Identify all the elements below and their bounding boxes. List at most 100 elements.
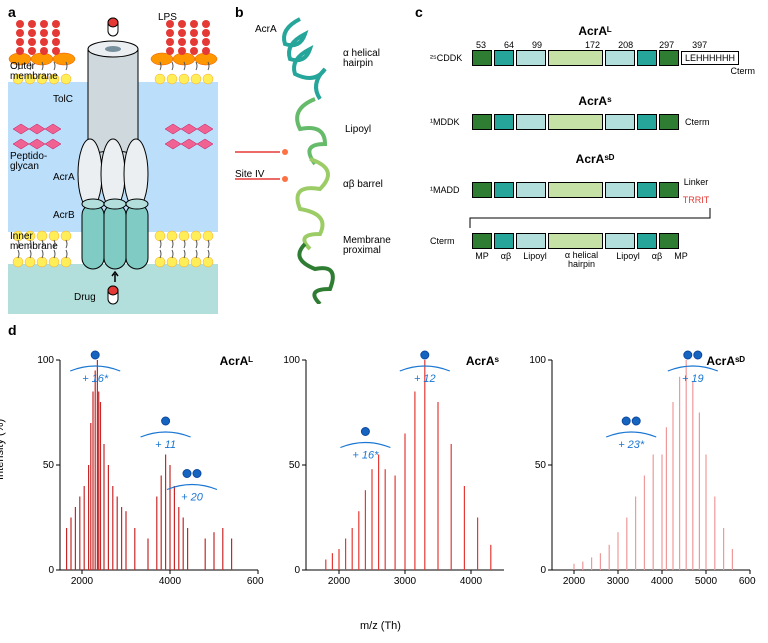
svg-text:AcrAˢᴰ: AcrAˢᴰ [706, 354, 745, 368]
hairpin-box [548, 114, 603, 130]
svg-text:0: 0 [48, 565, 54, 576]
res-297: 297 [659, 40, 674, 50]
svg-text:50: 50 [43, 460, 55, 471]
nterm-sd: ¹MADD [430, 185, 470, 195]
svg-text:5000: 5000 [695, 576, 718, 587]
lipoyl-box [516, 233, 546, 249]
linker-seq: TRRIT [683, 195, 710, 205]
res-397: 397 [692, 40, 707, 50]
acra-b-label: AcrA [255, 24, 277, 35]
svg-text:4000: 4000 [651, 576, 674, 587]
res-172: 172 [585, 40, 600, 50]
ab-box2 [637, 182, 657, 198]
svg-text:4000: 4000 [460, 576, 483, 587]
res-99: 99 [532, 40, 542, 50]
dl-mp: MP [472, 251, 492, 269]
panel-c-label: c [415, 4, 423, 20]
ab-box2 [637, 114, 657, 130]
mp-box2 [659, 182, 679, 198]
his-tag: LEHHHHHH [681, 51, 739, 65]
panel-b-label: b [235, 4, 244, 20]
ab-barrel-label: αβ barrel [343, 179, 383, 190]
lipoyl-box2 [605, 114, 635, 130]
pg-label: Peptido-glycan [10, 152, 47, 172]
ylabel: Intensity (%) [0, 419, 6, 480]
svg-text:+ 19: + 19 [682, 373, 704, 385]
svg-text:6000: 6000 [739, 576, 756, 587]
construct-s-name: AcrAˢ [578, 94, 611, 108]
lipoyl-box2 [605, 233, 635, 249]
cterm-sd: Cterm [430, 236, 470, 246]
tolc-label: TolC [53, 94, 73, 105]
lipoyl-box [516, 114, 546, 130]
mp-box [472, 182, 492, 198]
construct-l-name: AcrAᴸ [578, 24, 611, 38]
im-label: Innermembrane [10, 232, 58, 252]
acra-label: AcrA [53, 172, 75, 183]
hairpin-box [548, 233, 603, 249]
svg-text:+ 16*: + 16* [352, 450, 379, 462]
svg-text:100: 100 [37, 355, 54, 366]
svg-text:2000: 2000 [563, 576, 586, 587]
cterm-s: Cterm [685, 117, 710, 127]
mp-box2 [659, 233, 679, 249]
dl-lipoyl2: Lipoyl [613, 251, 643, 269]
dl-hairpin: α helicalhairpin [554, 251, 609, 269]
nterm-s: ¹MDDK [430, 117, 470, 127]
svg-text:0: 0 [294, 565, 300, 576]
spectrum-chart-0: 050100200040006000AcrAᴸ+ 16*+ 11+ 20 [28, 330, 264, 600]
acrb-label: AcrB [53, 210, 75, 221]
drug-label: Drug [74, 292, 96, 303]
ab-box2 [637, 50, 657, 66]
panel-d-label: d [8, 322, 17, 338]
lipoyl-box2 [605, 50, 635, 66]
res-53: 53 [476, 40, 486, 50]
ab-box [494, 182, 514, 198]
xlabel: m/z (Th) [360, 620, 401, 632]
ab-box [494, 233, 514, 249]
spectrum-chart-2: 0 50 100 2000 3000 4000 5000 6000 AcrAˢᴰ + 23* + 1… [520, 330, 756, 600]
dl-lipoyl: Lipoyl [520, 251, 550, 269]
svg-text:0: 0 [540, 565, 546, 576]
lipoyl-box [516, 182, 546, 198]
svg-text:+ 20: + 20 [181, 492, 204, 504]
panel-a-label: a [8, 4, 16, 20]
ab-box2 [637, 233, 657, 249]
svg-text:100: 100 [529, 355, 546, 366]
svg-text:2000: 2000 [328, 576, 351, 587]
svg-text:3000: 3000 [394, 576, 417, 587]
ab-box [494, 50, 514, 66]
svg-text:50: 50 [535, 460, 547, 471]
spectrum-chart-1: 050100200030004000AcrAˢ+ 16*+ 12 [274, 330, 510, 600]
helical-label: α helicalhairpin [343, 49, 380, 69]
svg-text:4000: 4000 [159, 576, 182, 587]
res-208: 208 [618, 40, 633, 50]
mp-box [472, 114, 492, 130]
res-64: 64 [504, 40, 514, 50]
svg-text:+ 23*: + 23* [618, 439, 645, 451]
dl-ab: αβ [496, 251, 516, 269]
lps-label: LPS [158, 12, 177, 23]
lipoyl-box2 [605, 182, 635, 198]
linker-label: Linker [684, 177, 709, 187]
mp-box [472, 233, 492, 249]
mp-box2 [659, 50, 679, 66]
svg-text:3000: 3000 [607, 576, 630, 587]
svg-text:50: 50 [289, 460, 301, 471]
hairpin-box [548, 50, 603, 66]
svg-text:AcrAᴸ: AcrAᴸ [220, 354, 254, 368]
dl-ab2: αβ [647, 251, 667, 269]
dl-mp2: MP [671, 251, 691, 269]
lipoyl-box [516, 50, 546, 66]
site4-label: Site IV [235, 169, 264, 180]
mp-label: Membraneproximal [343, 236, 391, 256]
linker-connector [430, 208, 760, 228]
svg-text:100: 100 [283, 355, 300, 366]
svg-text:6000: 6000 [247, 576, 264, 587]
om-label: Outermembrane [10, 62, 58, 82]
mp-box2 [659, 114, 679, 130]
panel-c-container: AcrAᴸ 53 64 99 172 208 297 397 ²⁵CDDK LE… [430, 22, 760, 269]
nterm-l: ²⁵CDDK [430, 53, 470, 63]
svg-text:2000: 2000 [71, 576, 94, 587]
lipoyl-label: Lipoyl [345, 124, 371, 135]
